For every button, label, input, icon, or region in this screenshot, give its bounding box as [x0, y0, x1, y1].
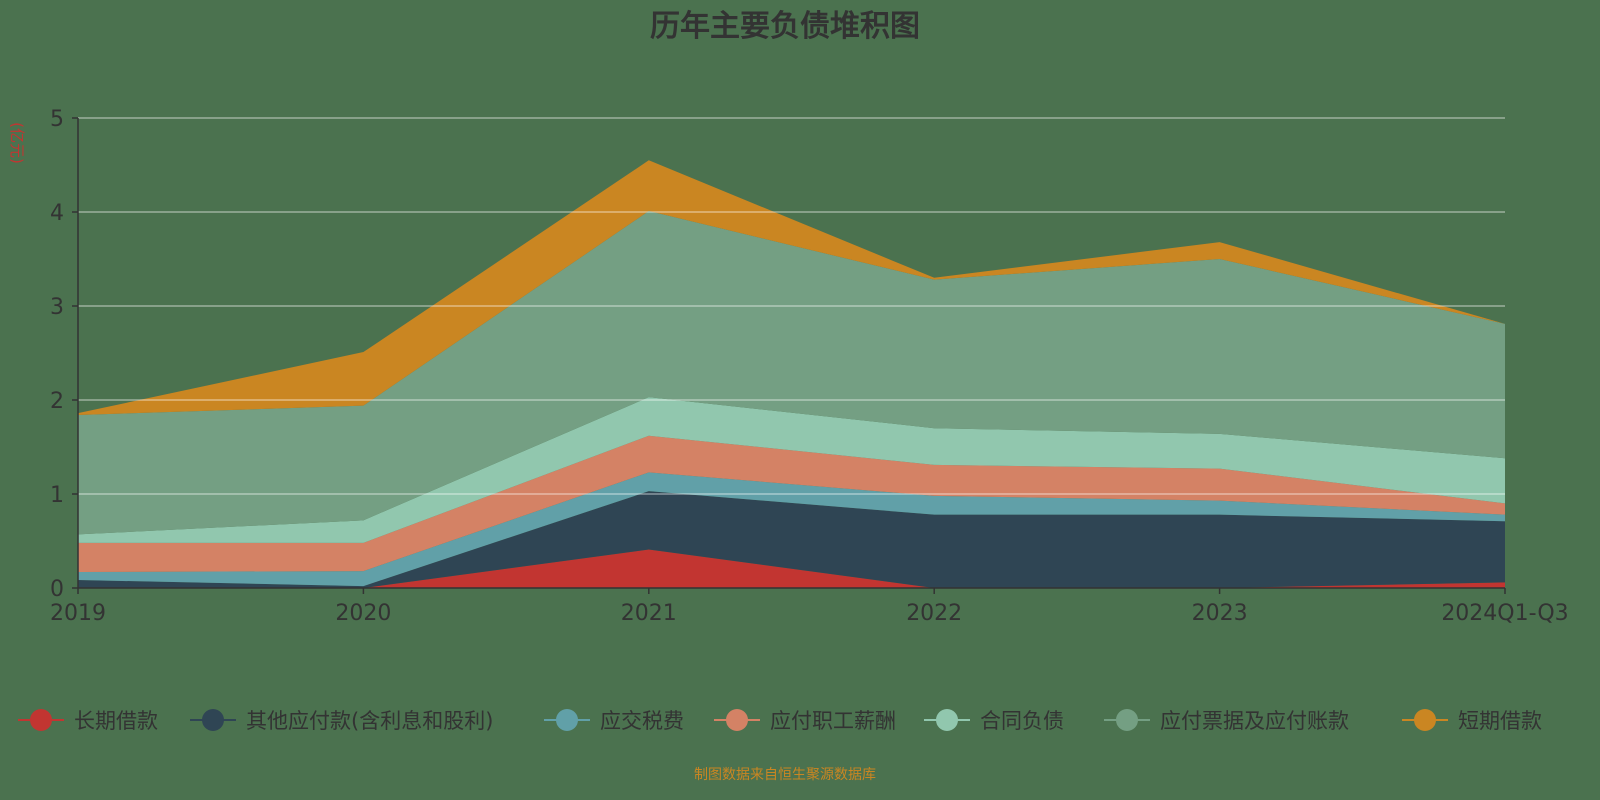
legend-marker-icon — [1116, 709, 1138, 731]
x-tick-label: 2024Q1-Q3 — [1441, 601, 1568, 626]
legend-label: 短期借款 — [1458, 709, 1542, 733]
area-series-6 — [78, 160, 1505, 416]
area-series-0 — [78, 549, 1505, 588]
area-series-1 — [78, 491, 1505, 588]
area-series-2 — [78, 472, 1505, 587]
legend-item-1[interactable]: 其他应付款(含利息和股利) — [190, 709, 493, 733]
legend-label: 长期借款 — [74, 709, 158, 733]
x-tick-label: 2021 — [621, 601, 677, 626]
legend-label: 应付票据及应付账款 — [1160, 709, 1349, 733]
legend-label: 应交税费 — [600, 709, 684, 733]
area-series-3 — [78, 435, 1505, 573]
y-tick-label: 0 — [50, 577, 64, 602]
y-axis-label: (亿元) — [8, 122, 26, 164]
x-tick-label: 2020 — [335, 601, 391, 626]
y-tick-label: 3 — [50, 295, 64, 320]
legend-item-4[interactable]: 合同负债 — [924, 709, 1064, 733]
legend-item-3[interactable]: 应付职工薪酬 — [714, 709, 896, 733]
area-series-5 — [78, 211, 1505, 535]
legend-marker-icon — [202, 709, 224, 731]
legend-marker-icon — [30, 709, 52, 731]
y-tick-label: 5 — [50, 107, 64, 132]
chart-title: 历年主要负债堆积图 — [650, 9, 920, 44]
legend-label: 合同负债 — [980, 709, 1064, 733]
x-tick-label: 2019 — [50, 601, 106, 626]
y-tick-label: 1 — [50, 483, 64, 508]
legend-item-6[interactable]: 短期借款 — [1402, 709, 1542, 733]
legend-marker-icon — [936, 709, 958, 731]
y-tick-label: 4 — [50, 201, 64, 226]
x-tick-label: 2022 — [906, 601, 962, 626]
legend-item-5[interactable]: 应付票据及应付账款 — [1104, 709, 1349, 733]
legend-item-2[interactable]: 应交税费 — [544, 709, 684, 733]
x-tick-label: 2023 — [1192, 601, 1248, 626]
legend-marker-icon — [1414, 709, 1436, 731]
legend-label: 其他应付款(含利息和股利) — [246, 709, 493, 733]
legend-item-0[interactable]: 长期借款 — [18, 709, 158, 733]
area-series-4 — [78, 397, 1505, 543]
legend-marker-icon — [726, 709, 748, 731]
y-tick-label: 2 — [50, 389, 64, 414]
source-note: 制图数据来自恒生聚源数据库 — [694, 767, 876, 783]
legend-marker-icon — [556, 709, 578, 731]
legend-label: 应付职工薪酬 — [770, 709, 896, 733]
